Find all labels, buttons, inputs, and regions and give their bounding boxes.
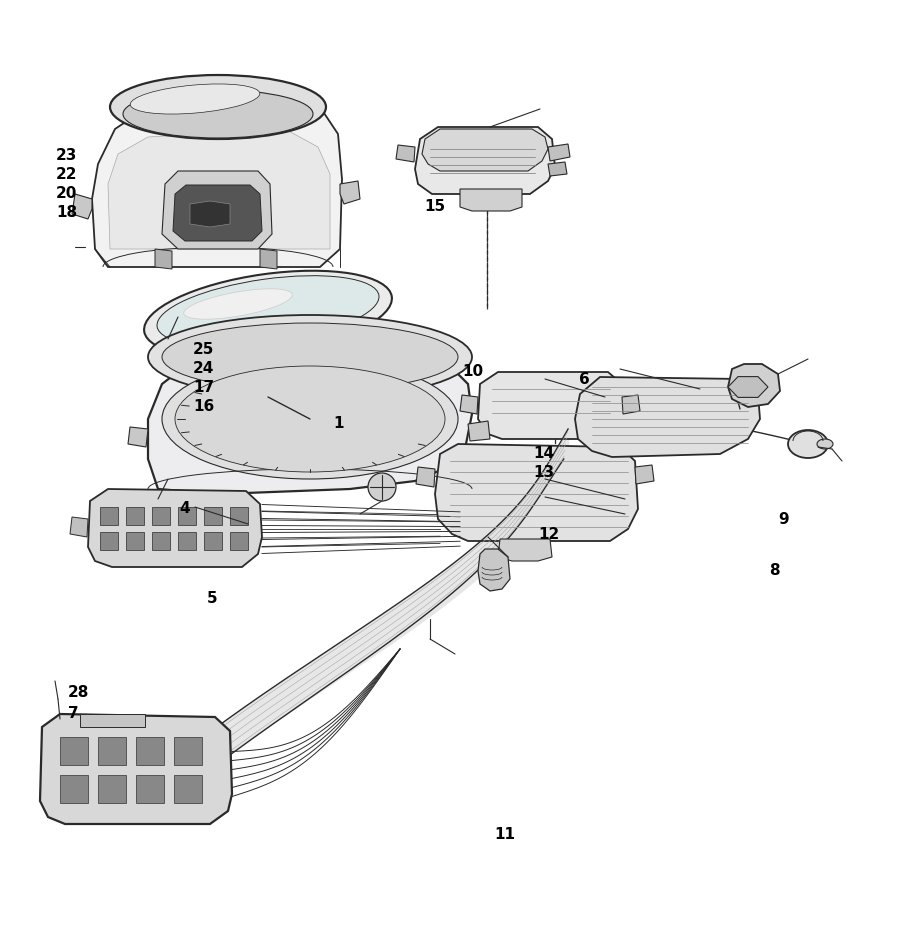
Polygon shape [162,172,272,250]
Polygon shape [100,508,118,526]
Ellipse shape [817,440,833,449]
Text: 28: 28 [68,684,90,700]
Polygon shape [190,202,230,228]
Polygon shape [80,715,145,727]
Text: 18: 18 [56,205,77,220]
Text: 12: 12 [538,527,559,542]
Polygon shape [60,737,88,766]
Polygon shape [435,445,638,542]
Polygon shape [174,775,202,803]
Polygon shape [60,775,88,803]
Text: 15: 15 [424,198,445,213]
Polygon shape [136,775,164,803]
Ellipse shape [144,272,392,358]
Polygon shape [98,775,126,803]
Polygon shape [108,130,330,250]
Polygon shape [422,130,548,172]
Text: 6: 6 [579,372,590,387]
Polygon shape [460,396,478,414]
Polygon shape [340,182,360,205]
Polygon shape [152,532,170,550]
Polygon shape [204,532,222,550]
Polygon shape [178,532,196,550]
Text: 1: 1 [334,415,345,430]
Polygon shape [128,428,148,447]
Text: 13: 13 [533,464,554,480]
Polygon shape [126,532,144,550]
Polygon shape [136,737,164,766]
Ellipse shape [788,430,828,459]
Polygon shape [468,422,490,442]
Ellipse shape [131,85,259,115]
Ellipse shape [184,290,292,320]
Polygon shape [98,737,126,766]
Text: 20: 20 [56,186,78,201]
Polygon shape [40,715,232,824]
Text: 9: 9 [778,512,789,527]
Ellipse shape [110,76,326,140]
Ellipse shape [148,315,472,399]
Text: 10: 10 [463,363,483,379]
Ellipse shape [123,91,313,139]
Polygon shape [204,508,222,526]
Ellipse shape [162,324,458,392]
Polygon shape [260,250,277,270]
Text: 24: 24 [193,361,215,376]
Polygon shape [178,508,196,526]
Ellipse shape [368,474,396,501]
Polygon shape [70,517,88,537]
Polygon shape [230,532,248,550]
Polygon shape [92,95,342,268]
Polygon shape [460,190,522,211]
Text: 25: 25 [193,342,215,357]
Polygon shape [88,490,262,567]
Text: 16: 16 [193,398,214,413]
Polygon shape [155,250,172,270]
Polygon shape [396,145,415,162]
Polygon shape [478,549,510,591]
Text: 22: 22 [56,167,78,182]
Polygon shape [230,508,248,526]
Polygon shape [415,127,555,194]
Text: 5: 5 [207,590,218,605]
Polygon shape [173,186,262,242]
Text: 14: 14 [533,446,554,461]
Text: 17: 17 [193,379,214,395]
Polygon shape [126,508,144,526]
Polygon shape [148,347,472,495]
Polygon shape [100,532,118,550]
Polygon shape [548,162,567,177]
Polygon shape [72,194,92,220]
Ellipse shape [157,277,379,347]
Ellipse shape [175,366,445,473]
Polygon shape [174,737,202,766]
Polygon shape [548,144,570,161]
Polygon shape [498,539,552,562]
Text: 23: 23 [56,148,78,163]
Ellipse shape [162,360,458,480]
Polygon shape [728,364,780,408]
Polygon shape [622,396,640,414]
Text: 11: 11 [494,826,515,841]
Polygon shape [478,373,625,440]
Polygon shape [416,467,435,487]
Text: 8: 8 [769,563,780,578]
Polygon shape [575,378,760,458]
Text: 4: 4 [180,500,190,515]
Polygon shape [152,508,170,526]
Text: 7: 7 [68,705,79,720]
Polygon shape [635,465,654,484]
Polygon shape [728,378,768,398]
